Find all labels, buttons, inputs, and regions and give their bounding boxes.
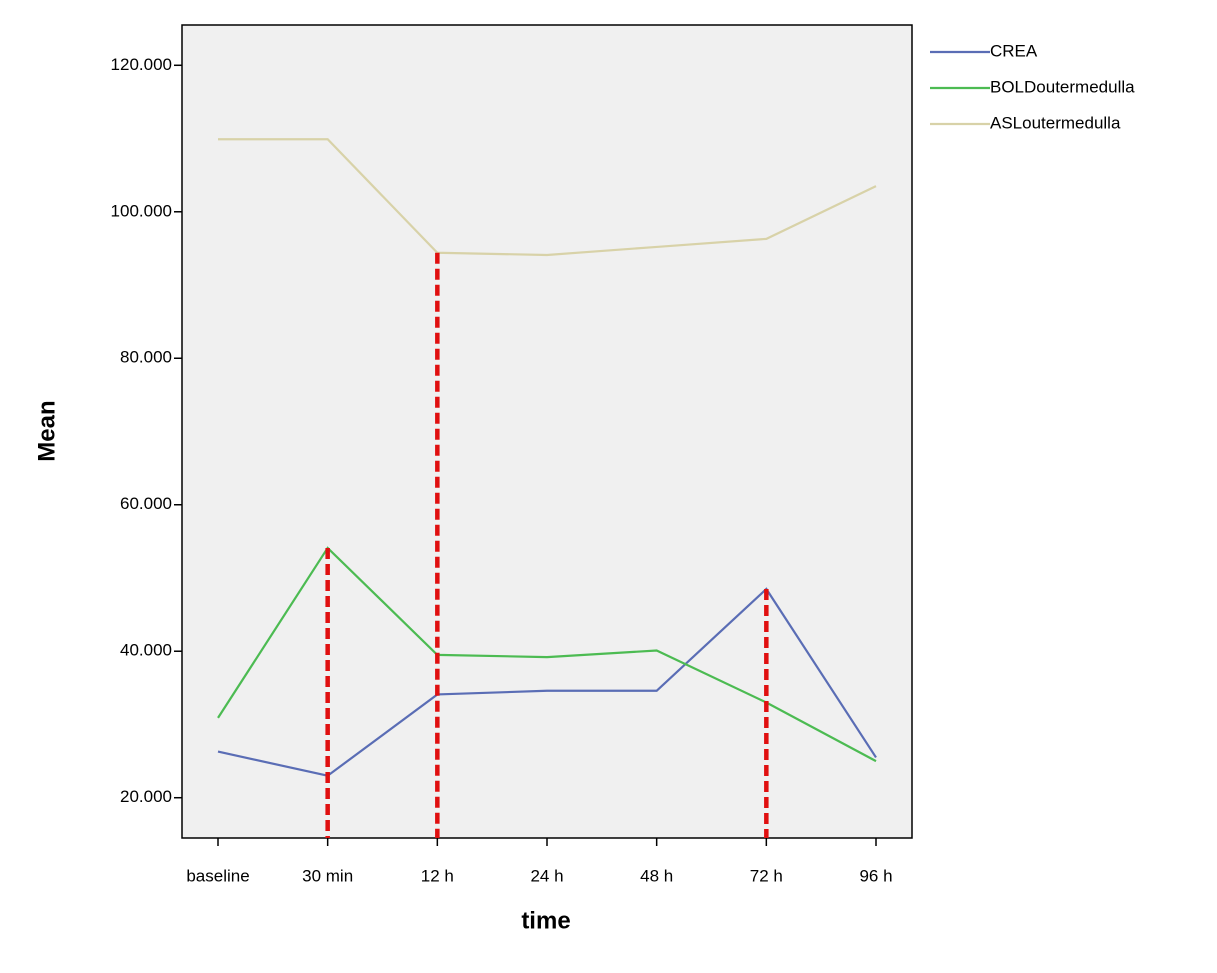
legend-label: CREA <box>990 41 1038 60</box>
x-tick-label: 48 h <box>640 866 673 885</box>
legend-label: ASLoutermedulla <box>990 113 1121 132</box>
legend-label: BOLDoutermedulla <box>990 77 1135 96</box>
x-tick-label: 96 h <box>859 866 892 885</box>
y-tick-label: 40.000 <box>120 641 172 660</box>
x-tick-label: 30 min <box>302 866 353 885</box>
y-axis-title: Mean <box>33 400 60 461</box>
x-tick-label: baseline <box>186 866 249 885</box>
series-line <box>218 138 877 257</box>
y-tick-label: 60.000 <box>120 494 172 513</box>
y-tick-label: 80.000 <box>120 348 172 367</box>
y-tick-label: 20.000 <box>120 787 172 806</box>
y-tick-label: 100.000 <box>111 201 172 220</box>
plot-area <box>181 24 913 839</box>
y-tick-label: 120.000 <box>111 55 172 74</box>
x-tick-label: 72 h <box>750 866 783 885</box>
x-tick-label: 12 h <box>421 866 454 885</box>
x-tick-label: 24 h <box>530 866 563 885</box>
x-axis-title: time <box>521 907 570 934</box>
